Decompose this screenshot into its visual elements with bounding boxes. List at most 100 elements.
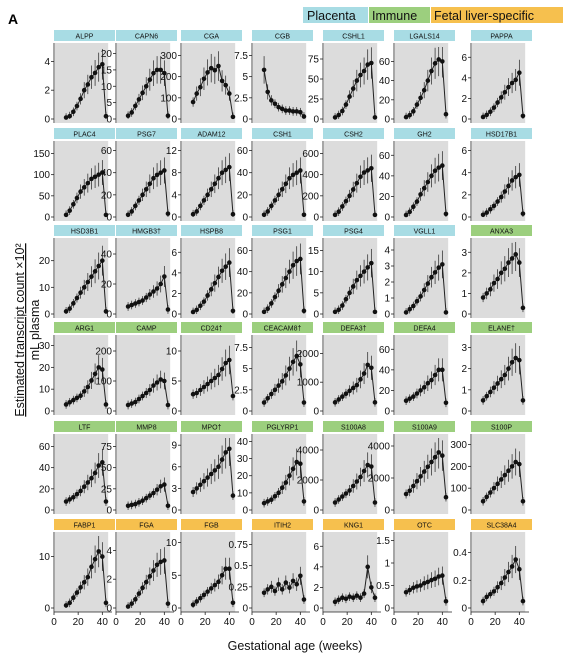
y-tick-label: 5 (313, 288, 319, 299)
y-tick-label: 4 (44, 57, 50, 68)
data-point (140, 298, 145, 303)
data-point (100, 554, 105, 559)
data-point (133, 501, 138, 507)
data-point (269, 497, 274, 503)
y-tick-label: 100 (450, 484, 467, 495)
data-point (129, 601, 135, 606)
y-tick-label: 2000 (297, 349, 320, 360)
data-point (272, 198, 278, 203)
data-point (154, 487, 160, 492)
y-tick-label: 600 (302, 149, 319, 160)
x-axis-title: Gestational age (weeks) (228, 639, 363, 653)
data-point (227, 566, 232, 572)
data-point (190, 99, 196, 105)
data-point (340, 108, 345, 114)
y-tick-label: 60 (379, 151, 391, 162)
data-point (290, 109, 296, 114)
y-tick-label: 20 (379, 386, 391, 397)
y-tick-label: 12 (166, 146, 178, 157)
data-point (230, 211, 236, 217)
data-point (165, 211, 171, 216)
data-point (436, 574, 442, 579)
x-tick-label: 40 (295, 617, 307, 628)
data-point (432, 372, 438, 378)
data-point (92, 70, 98, 76)
data-point (365, 168, 371, 173)
data-point (158, 559, 164, 565)
data-point (358, 595, 363, 601)
data-point (74, 395, 80, 401)
data-point (265, 499, 271, 504)
data-point (151, 289, 156, 294)
data-point (498, 477, 504, 482)
data-point (205, 589, 210, 594)
data-point (100, 170, 105, 175)
panel-gene-name: CAPN6 (135, 34, 158, 41)
y-tick-label: 1.5 (376, 536, 390, 547)
data-point (81, 87, 87, 93)
data-point (340, 494, 345, 499)
data-point (133, 103, 138, 109)
data-point (147, 493, 153, 498)
data-point (143, 187, 149, 192)
shaded-region (117, 238, 171, 318)
y-tick-label: 0 (44, 115, 50, 126)
data-point (162, 168, 167, 173)
x-tick-label: 20 (413, 617, 425, 628)
data-point (143, 495, 149, 501)
panel-elane: ELANE† 0 1 2 3 (461, 322, 532, 418)
y-tick-label: 2 (384, 278, 390, 289)
data-point (418, 95, 423, 101)
y-tick-label: 15 (308, 246, 320, 257)
data-point (403, 589, 409, 595)
data-point (140, 585, 145, 591)
data-point (136, 97, 142, 102)
data-point (332, 309, 338, 315)
data-point (298, 109, 303, 115)
data-point (194, 486, 200, 491)
data-point (480, 212, 486, 218)
y-tick-label: 7.5 (234, 343, 248, 354)
shaded-region (395, 434, 449, 514)
panel-header (323, 225, 384, 236)
data-point (230, 114, 236, 120)
panel-gene-name: PSG1 (273, 229, 292, 236)
data-point (158, 377, 164, 382)
shaded-region (324, 141, 378, 221)
y-tick-label: 0 (171, 310, 177, 321)
data-point (491, 280, 497, 286)
data-point (158, 170, 164, 175)
data-point (212, 280, 218, 286)
panel-header (54, 30, 115, 41)
panel-header (252, 322, 313, 333)
y-tick-label: 2 (461, 190, 467, 201)
panel-csh1: CSH1 0 20 40 60 (237, 128, 313, 224)
y-tick-label: 0 (313, 506, 319, 517)
panel-itih2: ITIH2 0 0.25 0.5 0.75 0 20 40 (229, 519, 313, 628)
data-point (190, 391, 196, 397)
data-point (125, 604, 131, 609)
data-point (216, 372, 221, 378)
y-tick-label: 40 (379, 171, 391, 182)
data-point (294, 353, 300, 359)
shaded-region (182, 43, 236, 123)
data-point (78, 189, 83, 194)
shaded-region (55, 434, 109, 514)
y-tick-label: 20 (237, 190, 249, 201)
panel-gene-name: S100P (491, 425, 512, 432)
panel-header (323, 519, 384, 530)
data-point (488, 389, 493, 395)
y-tick-label: 6 (461, 146, 467, 157)
panel-s100a9: S100A9 0 2000 4000 (368, 421, 455, 517)
y-tick-label: 200 (450, 462, 467, 473)
shaded-region (117, 532, 171, 612)
data-point (480, 114, 486, 120)
panel-defa4: DEFA4 0 20 40 60 (379, 322, 455, 418)
data-point (436, 57, 442, 62)
y-tick-label: 0 (461, 407, 467, 418)
y-tick-label: 0 (106, 213, 112, 224)
data-point (369, 60, 374, 66)
data-point (361, 468, 367, 474)
data-point (298, 168, 303, 173)
y-tick-label: 40 (39, 463, 51, 474)
